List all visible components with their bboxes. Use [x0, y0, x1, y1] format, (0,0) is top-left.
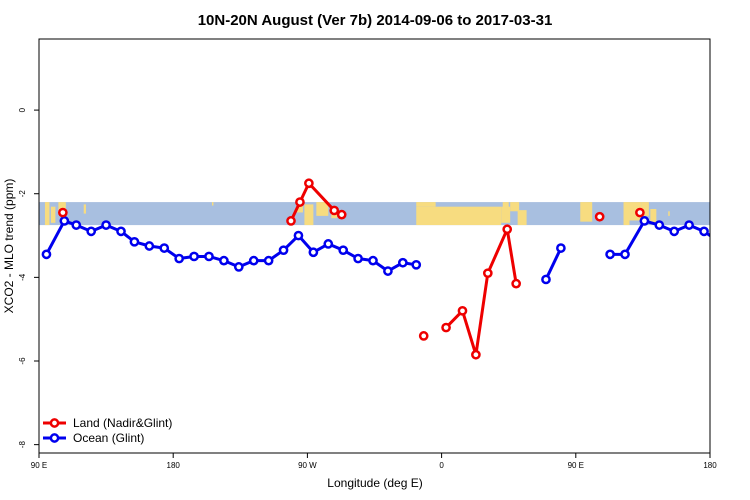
data-point — [353, 253, 363, 264]
data-point — [323, 239, 334, 249]
data-point — [58, 207, 68, 218]
legend-label: Ocean (Glint) — [73, 431, 144, 445]
legend-marker — [49, 433, 60, 443]
land-mass — [304, 204, 314, 226]
land-mass — [296, 202, 303, 213]
data-point — [441, 322, 451, 333]
data-point — [541, 274, 551, 285]
data-point — [71, 220, 82, 230]
y-axis: 0 -2 -4 -6 -8 — [18, 107, 39, 448]
chart-title: 10N-20N August (Ver 7b) 2014-09-06 to 20… — [198, 12, 553, 29]
data-point — [204, 251, 214, 262]
x-tick-label: 90 E — [31, 461, 47, 470]
land-mass — [510, 202, 520, 212]
map-strip — [39, 202, 710, 226]
data-point — [471, 349, 481, 360]
series-line — [610, 219, 710, 256]
land-mass — [517, 210, 527, 226]
data-point — [308, 247, 319, 258]
land-mass — [50, 206, 56, 223]
data-point — [295, 197, 305, 207]
data-point — [605, 249, 615, 260]
data-point — [556, 243, 566, 253]
data-point — [293, 230, 304, 241]
data-point — [189, 251, 199, 262]
legend: Land (Nadir&Glint)Ocean (Glint) — [43, 416, 172, 445]
land-mass — [641, 202, 649, 216]
land-mass — [316, 202, 329, 216]
land-mass — [44, 202, 50, 226]
land-mass — [502, 202, 509, 209]
data-point — [59, 216, 70, 226]
legend-label: Land (Nadir&Glint) — [73, 416, 172, 430]
data-point — [397, 257, 408, 268]
data-point — [174, 253, 185, 264]
plot-frame — [38, 38, 711, 454]
land-mass — [416, 206, 502, 226]
x-tick-label: 90 E — [568, 461, 584, 470]
y-tick-label: -2 — [18, 190, 27, 198]
data-point — [457, 305, 468, 316]
x-axis: 90 E 180 90 W 0 90 E 180 — [31, 453, 717, 470]
data-point — [41, 249, 52, 260]
x-axis-label: Longitude (deg E) — [327, 476, 422, 490]
y-tick-label: -4 — [18, 273, 27, 281]
data-point — [101, 220, 111, 230]
y-tick-label: 0 — [18, 107, 27, 112]
x-tick-label: 180 — [167, 461, 181, 470]
y-tick-label: -6 — [18, 357, 27, 365]
data-point — [159, 243, 170, 253]
data-point — [482, 268, 493, 279]
data-point — [286, 216, 296, 226]
data-point — [368, 255, 378, 266]
land-mass — [83, 204, 86, 214]
data-point — [639, 216, 650, 226]
data-point — [383, 266, 393, 276]
data-point — [144, 241, 155, 251]
data-point — [699, 226, 709, 237]
data-point — [418, 331, 429, 341]
data-point — [620, 249, 630, 260]
data-point — [304, 178, 314, 189]
land-mass — [211, 202, 214, 206]
land-mass — [501, 206, 511, 223]
land-mass — [668, 211, 670, 216]
x-tick-label: 180 — [703, 461, 717, 470]
x-tick-label: 90 W — [298, 461, 317, 470]
series-land — [58, 178, 645, 360]
data-point — [411, 259, 422, 270]
data-point — [511, 278, 522, 289]
y-tick-label: -8 — [18, 441, 27, 449]
x-tick-label: 0 — [439, 461, 444, 470]
land-mass — [580, 202, 593, 222]
data-point — [233, 262, 244, 272]
data-point — [86, 226, 97, 237]
data-point — [329, 205, 340, 216]
land-mass — [623, 202, 630, 226]
data-point — [684, 220, 694, 230]
data-point — [654, 220, 665, 230]
data-point — [278, 245, 289, 256]
series-ocean — [41, 216, 710, 285]
data-point — [219, 255, 229, 266]
data-point — [502, 224, 513, 235]
data-point — [669, 226, 680, 237]
land-mass — [416, 202, 436, 207]
data-point — [635, 207, 645, 218]
data-point — [116, 226, 126, 237]
data-point — [336, 209, 347, 220]
series-layer — [41, 178, 710, 360]
legend-marker — [49, 418, 60, 428]
ocean-band — [39, 202, 710, 226]
land-mass — [650, 208, 657, 223]
data-point — [594, 211, 605, 222]
data-point — [338, 245, 349, 256]
data-point — [263, 255, 274, 266]
y-axis-label: XCO2 - MLO trend (ppm) — [2, 179, 16, 314]
series-line — [544, 247, 563, 281]
data-point — [129, 236, 140, 247]
data-point — [248, 255, 259, 266]
